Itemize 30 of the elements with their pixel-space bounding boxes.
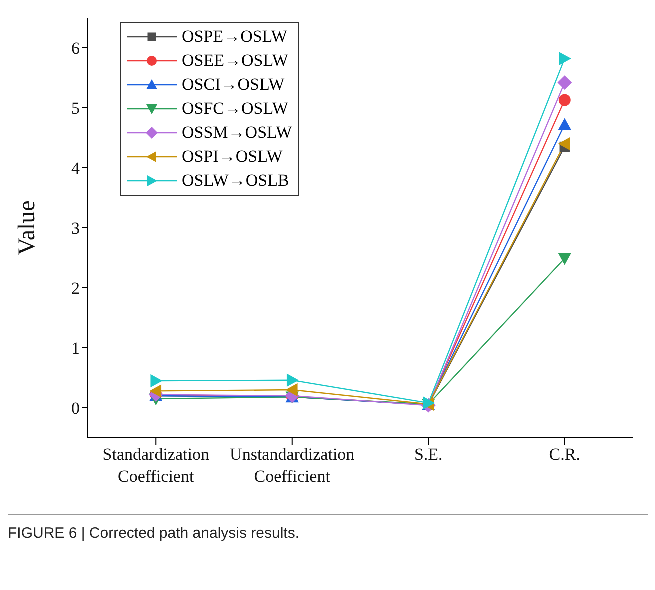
y-tick-label: 5 xyxy=(72,99,80,118)
point xyxy=(558,137,570,151)
y-tick-label: 6 xyxy=(72,39,80,58)
point xyxy=(286,383,298,397)
y-axis-title: Value xyxy=(14,200,41,256)
legend-label: OSPI→OSLW xyxy=(182,147,283,167)
y-tick-label: 3 xyxy=(72,219,80,238)
caption: FIGURE 6 | Corrected path analysis results. xyxy=(8,525,301,542)
legend-label: OSEE→OSLW xyxy=(182,51,288,71)
point xyxy=(558,253,572,266)
legend-label: OSPE→OSLW xyxy=(182,27,288,47)
point xyxy=(558,118,572,130)
y-tick-label: 2 xyxy=(72,279,80,298)
point xyxy=(150,384,162,398)
x-tick-label: C.R. xyxy=(549,445,580,464)
point xyxy=(559,52,572,66)
point xyxy=(558,94,571,106)
legend-label: OSLW→OSLB xyxy=(182,171,290,191)
legend-label: OSSM→OSLW xyxy=(182,123,292,143)
point xyxy=(286,374,299,387)
point xyxy=(558,76,572,90)
y-tick-label: 4 xyxy=(72,159,80,178)
x-tick-label: Standardization Coefficient xyxy=(102,445,210,486)
legend-label: OSCI→OSLW xyxy=(182,75,285,95)
point xyxy=(150,374,163,388)
y-tick-label: 0 xyxy=(72,399,80,418)
x-tick-label: Unstandardization Coefficient xyxy=(230,445,356,486)
x-tick-label: S.E. xyxy=(414,445,443,464)
legend-label: OSFC→OSLW xyxy=(182,99,288,119)
y-tick-label: 1 xyxy=(72,339,80,358)
